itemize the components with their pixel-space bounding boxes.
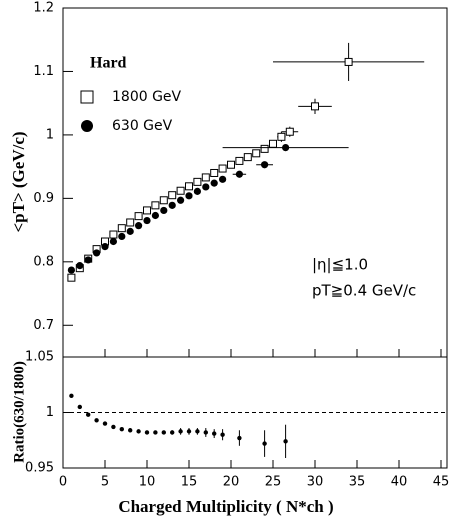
x-tick-label: 25 — [265, 475, 282, 490]
legend-label: 1800 GeV — [112, 89, 182, 105]
marker — [235, 170, 243, 178]
marker — [109, 230, 118, 239]
marker — [77, 404, 83, 410]
marker — [102, 421, 108, 426]
marker — [151, 201, 160, 210]
x-tick-label: 40 — [391, 475, 408, 490]
marker — [243, 153, 252, 162]
marker — [277, 132, 286, 141]
x-tick-label: 20 — [223, 475, 240, 490]
marker — [218, 164, 227, 173]
marker — [168, 191, 177, 200]
y-tick-label: 0.95 — [25, 461, 54, 476]
x-tick-label: 15 — [181, 475, 198, 490]
marker — [143, 206, 151, 215]
marker — [285, 127, 294, 136]
marker — [118, 232, 126, 241]
marker — [168, 201, 176, 209]
marker — [283, 439, 288, 444]
marker — [201, 173, 210, 182]
y-tick-label: 1 — [46, 405, 54, 420]
y-tick-label: 1.2 — [33, 1, 54, 16]
marker — [311, 102, 319, 111]
marker — [94, 418, 99, 423]
marker — [134, 212, 143, 221]
y-tick-label: 1.1 — [33, 64, 54, 79]
marker — [143, 216, 151, 225]
legend-label: 630 GeV — [112, 118, 173, 134]
marker — [161, 430, 166, 435]
x-tick-label: 30 — [307, 475, 324, 490]
marker — [185, 192, 193, 200]
marker — [144, 430, 150, 435]
y-tick-label: 0.8 — [33, 254, 54, 269]
y-tick-label: 0.7 — [33, 318, 54, 333]
marker — [93, 249, 101, 257]
y-axis-title: Ratio(630/1800) — [11, 361, 27, 463]
annotation: |η|≦1.0 — [312, 256, 368, 274]
marker — [203, 430, 208, 435]
annotation: pT≧0.4 GeV/c — [312, 282, 416, 300]
marker — [344, 57, 353, 66]
x-tick-label: 35 — [349, 475, 366, 490]
y-axis-title: <pT> (GeV/c) — [9, 131, 28, 232]
marker — [84, 256, 92, 264]
marker — [128, 428, 133, 433]
marker — [136, 429, 141, 434]
marker — [170, 430, 175, 435]
marker — [235, 156, 244, 165]
marker — [126, 218, 135, 227]
marker — [220, 432, 225, 437]
marker — [111, 424, 116, 430]
marker — [193, 177, 202, 186]
marker — [212, 431, 217, 436]
y-tick-label: 0.9 — [33, 191, 54, 206]
marker — [237, 435, 242, 441]
marker — [67, 273, 76, 282]
marker — [227, 160, 235, 169]
y-tick-label: 1.05 — [25, 350, 54, 365]
marker — [69, 393, 74, 399]
marker — [176, 186, 185, 195]
x-tick-label: 10 — [139, 475, 156, 490]
marker — [186, 429, 192, 434]
marker — [177, 196, 185, 204]
marker — [119, 426, 125, 432]
marker — [178, 429, 183, 434]
marker — [282, 144, 290, 152]
x-tick-label: 45 — [433, 475, 450, 490]
legend-marker — [80, 90, 94, 104]
marker — [252, 149, 261, 158]
marker — [86, 412, 91, 417]
marker — [269, 139, 277, 148]
marker — [109, 237, 117, 246]
x-axis-title: Charged Multiplicity ( N*ch ) — [118, 497, 333, 516]
marker — [202, 183, 210, 191]
marker — [151, 211, 159, 220]
marker — [76, 262, 84, 270]
x-tick-label: 0 — [59, 475, 67, 490]
marker — [210, 168, 219, 177]
marker — [195, 429, 200, 434]
marker — [185, 182, 193, 191]
annotation: Hard — [90, 55, 127, 72]
marker — [126, 227, 134, 235]
marker — [159, 196, 168, 205]
marker — [260, 144, 269, 153]
marker — [193, 187, 201, 195]
marker — [67, 266, 75, 274]
marker — [153, 430, 158, 435]
marker — [219, 175, 227, 183]
marker — [262, 441, 267, 446]
y-tick-label: 1 — [46, 127, 54, 142]
marker — [117, 224, 126, 233]
marker — [160, 206, 168, 215]
legend-marker — [81, 120, 93, 132]
marker — [135, 222, 143, 230]
marker — [101, 242, 109, 251]
marker — [210, 179, 218, 187]
marker — [261, 161, 269, 169]
x-tick-label: 5 — [101, 475, 109, 490]
